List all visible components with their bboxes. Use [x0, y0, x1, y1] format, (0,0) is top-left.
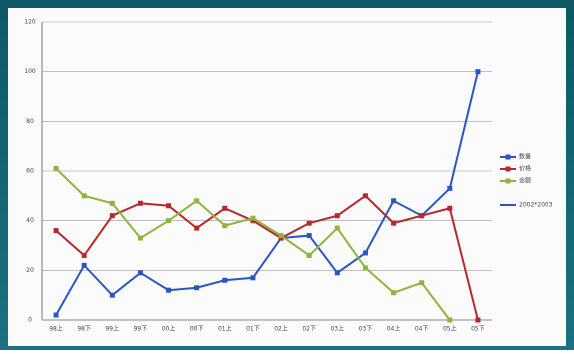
- x-tick-label: 01上: [218, 325, 232, 333]
- point: [447, 317, 453, 323]
- point: [81, 262, 87, 268]
- legend-marker: [505, 166, 511, 172]
- point: [81, 193, 87, 199]
- x-tick-label: 02下: [302, 326, 316, 333]
- point: [447, 205, 453, 211]
- point: [362, 250, 368, 256]
- legend-label: 价格: [519, 165, 531, 173]
- point: [362, 193, 368, 199]
- x-tick-label: 00下: [190, 326, 204, 333]
- point: [53, 166, 59, 172]
- x-tick-label: 02上: [274, 325, 288, 333]
- legend-label: 金额: [519, 177, 531, 185]
- y-tick-label: 120: [24, 19, 36, 26]
- x-tick-label: 99上: [105, 325, 119, 333]
- legend-marker: [505, 154, 511, 160]
- point: [194, 225, 200, 231]
- x-tick-label: 04上: [387, 325, 401, 333]
- series-line: [55, 194, 479, 321]
- point: [222, 205, 228, 211]
- point: [250, 215, 256, 221]
- y-tick-label: 0: [28, 317, 32, 324]
- point: [391, 220, 397, 226]
- point: [109, 200, 115, 206]
- point: [475, 317, 481, 323]
- y-tick-label: 20: [26, 267, 34, 274]
- point: [306, 233, 312, 239]
- point: [166, 203, 172, 209]
- chart-panel: [8, 8, 566, 346]
- point: [391, 198, 397, 204]
- point: [53, 228, 59, 234]
- point: [194, 285, 200, 291]
- legend-marker: [505, 178, 511, 184]
- point: [222, 277, 228, 283]
- y-tick-label: 40: [26, 217, 34, 224]
- point: [109, 213, 115, 219]
- point: [475, 69, 481, 75]
- x-tick-label: 03下: [359, 326, 373, 333]
- point: [334, 225, 340, 231]
- x-tick-label: 03上: [330, 325, 344, 333]
- y-tick-label: 100: [24, 68, 36, 75]
- point: [334, 270, 340, 276]
- point: [222, 223, 228, 229]
- series-line: [55, 71, 479, 316]
- point: [166, 287, 172, 293]
- point: [306, 252, 312, 258]
- y-tick-label: 80: [26, 118, 34, 125]
- x-tick-label: 00上: [162, 325, 176, 333]
- point: [137, 235, 143, 241]
- point: [419, 280, 425, 286]
- point: [53, 312, 59, 318]
- point: [81, 252, 87, 258]
- x-tick-label: 05下: [471, 326, 485, 333]
- x-tick-label: 05上: [443, 325, 457, 333]
- y-tick-label: 60: [26, 168, 34, 175]
- point: [137, 200, 143, 206]
- point: [250, 275, 256, 281]
- point: [306, 220, 312, 226]
- point: [194, 198, 200, 204]
- x-tick-label: 99下: [134, 326, 148, 333]
- point: [278, 233, 284, 239]
- point: [137, 270, 143, 276]
- point: [334, 213, 340, 219]
- x-tick-label: 98下: [77, 326, 91, 333]
- point: [447, 185, 453, 191]
- x-tick-label: 01下: [246, 326, 260, 333]
- x-tick-label: 04下: [415, 326, 429, 333]
- legend-label: 2002*2003: [519, 202, 553, 209]
- x-tick-label: 98上: [49, 325, 63, 333]
- point: [109, 292, 115, 298]
- point: [419, 213, 425, 219]
- point: [362, 265, 368, 271]
- point: [391, 290, 397, 296]
- point: [166, 218, 172, 224]
- legend-label: 数量: [519, 153, 531, 161]
